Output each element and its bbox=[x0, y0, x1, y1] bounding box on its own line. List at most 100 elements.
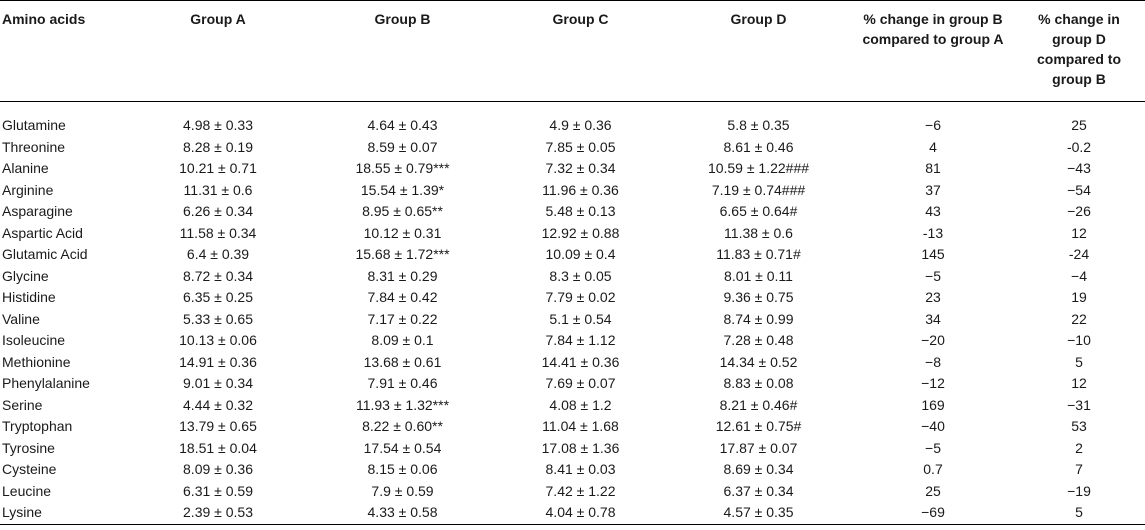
cell-group-d: 12.61 ± 0.75# bbox=[715, 418, 802, 434]
cell-group-a: 18.51 ± 0.04 bbox=[179, 439, 257, 456]
cell-group-b: 4.33 ± 0.58 bbox=[308, 502, 497, 525]
table-row: Glutamic Acid 6.4 ± 0.39 15.68 ± 1.72*** 10… bbox=[0, 244, 1145, 266]
cell-group-a: 13.79 ± 0.65 bbox=[179, 418, 257, 434]
cell-group-c: 5.1 ± 0.54 bbox=[549, 310, 612, 327]
cell-pct-change-b-vs-a: 145 bbox=[921, 246, 945, 262]
cell-group-a: 5.33 ± 0.65 bbox=[183, 310, 253, 327]
header-group-b: Group B bbox=[308, 0, 497, 102]
cell-group-d: 6.37 ± 0.34 bbox=[723, 482, 794, 499]
cell-group-b: 8.15 ± 0.06 bbox=[367, 461, 438, 477]
table-row: Glutamine 4.98 ± 0.33 4.64 ± 0.43 4.9 ± 0.3… bbox=[0, 102, 1145, 137]
cell-group-a: 10.21 ± 0.71 bbox=[179, 160, 257, 176]
cell-pct-change-d-vs-b: 12 bbox=[1071, 375, 1087, 391]
cell-group-c: 4.9 ± 0.36 bbox=[549, 117, 612, 133]
cell-pct-change-d-vs-b: 22 bbox=[1071, 310, 1087, 327]
cell-group-d: 8.74 ± 0.99 bbox=[723, 310, 794, 327]
cell-pct-change-d-vs-b: −54 bbox=[1067, 181, 1091, 198]
table-row: Asparagine 6.26 ± 0.34 8.95 ± 0.65** 5.48 ±… bbox=[0, 201, 1145, 223]
cell-group-c: 7.84 ± 1.12 bbox=[545, 332, 616, 348]
cell-group-c: 7.69 ± 0.07 bbox=[545, 375, 616, 391]
cell-group-b: 15.68 ± 1.72*** bbox=[355, 246, 450, 262]
header-amino-acids: Amino acids bbox=[0, 0, 128, 102]
cell-group-a: 8.28 ± 0.19 bbox=[183, 138, 253, 155]
cell-group-c: 17.08 ± 1.36 bbox=[541, 439, 620, 456]
cell-pct-change-b-vs-a: −8 bbox=[925, 353, 941, 370]
header-group-a: Group A bbox=[128, 0, 308, 102]
cell-amino-acid: Cysteine bbox=[2, 461, 57, 477]
cell-amino-acid: Isoleucine bbox=[2, 332, 66, 348]
header-group-c: Group C bbox=[497, 0, 664, 102]
cell-group-a: 6.4 ± 0.39 bbox=[186, 246, 250, 262]
table-row: Glycine 8.72 ± 0.34 8.31 ± 0.29 8.3 ± 0.05 8… bbox=[0, 266, 1145, 288]
cell-group-c: 4.08 ± 1.2 bbox=[549, 396, 612, 413]
cell-pct-change-b-vs-a: −40 bbox=[921, 418, 945, 434]
table-row: Isoleucine 10.13 ± 0.06 8.09 ± 0.1 7.84 ± 1… bbox=[0, 330, 1145, 352]
cell-group-b: 7.9 ± 0.59 bbox=[371, 482, 434, 499]
cell-group-a: 4.44 ± 0.32 bbox=[183, 396, 253, 413]
cell-group-b: 8.22 ± 0.60** bbox=[362, 418, 443, 434]
cell-pct-change-b-vs-a: −12 bbox=[921, 375, 945, 391]
table-row: Arginine 11.31 ± 0.6 15.54 ± 1.39* 11.96 ± … bbox=[0, 180, 1145, 202]
cell-group-b: 17.54 ± 0.54 bbox=[363, 439, 442, 456]
cell-group-a: 6.31 ± 0.59 bbox=[183, 482, 253, 499]
cell-group-d: 11.83 ± 0.71# bbox=[716, 246, 801, 262]
table-body: Glutamine 4.98 ± 0.33 4.64 ± 0.43 4.9 ± 0.3… bbox=[0, 102, 1145, 525]
table-row: Valine 5.33 ± 0.65 7.17 ± 0.22 5.1 ± 0.54 8.… bbox=[0, 309, 1145, 331]
cell-pct-change-b-vs-a: −69 bbox=[853, 502, 1013, 525]
cell-group-c: 5.48 ± 0.13 bbox=[545, 203, 616, 219]
cell-pct-change-d-vs-b: 7 bbox=[1075, 461, 1083, 477]
table-header: Amino acids Group A Group B Group C Group D%… bbox=[0, 0, 1145, 102]
cell-group-b: 8.31 ± 0.29 bbox=[367, 267, 438, 284]
cell-group-c: 7.42 ± 1.22 bbox=[545, 482, 616, 499]
cell-pct-change-b-vs-a: 34 bbox=[925, 310, 941, 327]
cell-group-a: 8.09 ± 0.36 bbox=[183, 461, 253, 477]
cell-pct-change-b-vs-a: 43 bbox=[925, 203, 941, 219]
cell-group-b: 7.84 ± 0.42 bbox=[367, 289, 438, 305]
cell-group-d: 11.38 ± 0.6 bbox=[724, 224, 793, 241]
table-row: Aspartic Acid 11.58 ± 0.34 10.12 ± 0.31 12.… bbox=[0, 223, 1145, 245]
cell-group-b: 8.09 ± 0.1 bbox=[371, 332, 434, 348]
cell-pct-change-b-vs-a: -13 bbox=[922, 224, 944, 241]
cell-group-b: 8.95 ± 0.65** bbox=[362, 203, 443, 219]
cell-group-a: 4.98 ± 0.33 bbox=[183, 117, 253, 133]
cell-group-d: 8.01 ± 0.11 bbox=[724, 267, 793, 284]
table-row: Threonine 8.28 ± 0.19 8.59 ± 0.07 7.85 ± 0.… bbox=[0, 137, 1145, 159]
cell-pct-change-d-vs-b: -24 bbox=[1068, 246, 1090, 262]
cell-group-c: 12.92 ± 0.88 bbox=[541, 224, 620, 241]
table-row: Tyrosine 18.51 ± 0.04 17.54 ± 0.54 17.08 ± … bbox=[0, 438, 1145, 460]
cell-group-a: 2.39 ± 0.53 bbox=[128, 502, 308, 525]
cell-amino-acid: Histidine bbox=[2, 289, 56, 305]
table-row: Alanine 10.21 ± 0.71 18.55 ± 0.79*** 7.32 ±… bbox=[0, 158, 1145, 180]
cell-pct-change-b-vs-a: −5 bbox=[925, 267, 941, 284]
cell-amino-acid: Asparagine bbox=[2, 203, 73, 219]
cell-group-d: 17.87 ± 0.07 bbox=[719, 439, 798, 456]
cell-amino-acid: Alanine bbox=[2, 160, 49, 176]
cell-pct-change-d-vs-b: 25 bbox=[1071, 117, 1087, 133]
cell-pct-change-d-vs-b: −26 bbox=[1067, 203, 1091, 219]
cell-group-a: 10.13 ± 0.06 bbox=[179, 332, 257, 348]
cell-group-c: 4.04 ± 0.78 bbox=[497, 502, 664, 525]
cell-pct-change-d-vs-b: −31 bbox=[1067, 396, 1091, 413]
cell-group-b: 18.55 ± 0.79*** bbox=[355, 160, 450, 176]
table-row: Cysteine 8.09 ± 0.36 8.15 ± 0.06 8.41 ± 0.0… bbox=[0, 459, 1145, 481]
header-pct-change-b-vs-a: % change in group B compared to group A bbox=[853, 0, 1013, 102]
cell-pct-change-b-vs-a: 0.7 bbox=[923, 461, 943, 477]
cell-group-b: 8.59 ± 0.07 bbox=[367, 138, 438, 155]
cell-amino-acid: Leucine bbox=[2, 482, 52, 499]
cell-pct-change-b-vs-a: 37 bbox=[925, 181, 941, 198]
cell-group-a: 8.72 ± 0.34 bbox=[183, 267, 253, 284]
table-row: Tryptophan 13.79 ± 0.65 8.22 ± 0.60** 11.04… bbox=[0, 416, 1145, 438]
cell-group-c: 7.32 ± 0.34 bbox=[545, 160, 616, 176]
cell-group-d: 10.59 ± 1.22### bbox=[707, 160, 810, 176]
cell-group-a: 11.31 ± 0.6 bbox=[183, 181, 253, 198]
table-row: Histidine 6.35 ± 0.25 7.84 ± 0.42 7.79 ± 0.… bbox=[0, 287, 1145, 309]
cell-pct-change-d-vs-b: 12 bbox=[1071, 224, 1087, 241]
cell-group-d: 6.65 ± 0.64# bbox=[719, 203, 798, 219]
cell-amino-acid: Tryptophan bbox=[2, 418, 73, 434]
header-group-d: Group D bbox=[664, 0, 853, 102]
cell-amino-acid: Phenylalanine bbox=[2, 375, 90, 391]
cell-amino-acid: Lysine bbox=[0, 502, 128, 525]
cell-group-a: 6.26 ± 0.34 bbox=[183, 203, 253, 219]
cell-group-a: 14.91 ± 0.36 bbox=[179, 353, 257, 370]
